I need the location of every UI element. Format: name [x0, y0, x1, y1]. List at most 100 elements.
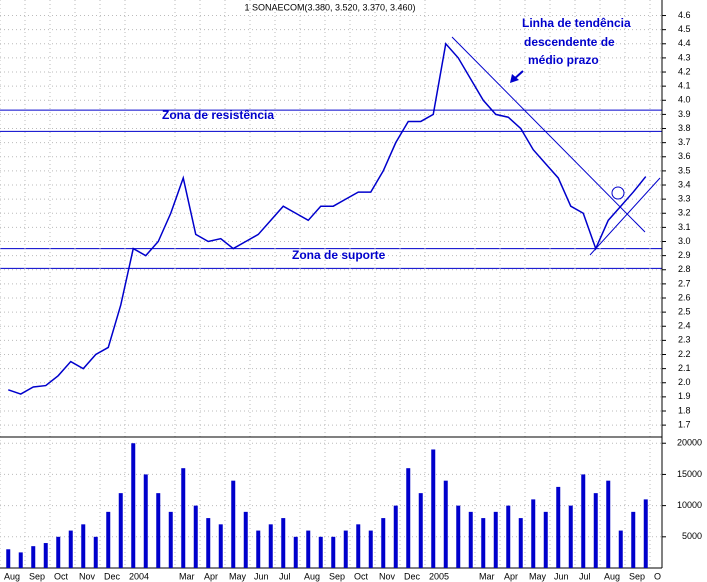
annotation: Linha de tendência — [522, 16, 631, 30]
x-tick-label: Sep — [29, 571, 45, 581]
y-tick-label: 3.2 — [678, 208, 691, 218]
y-tick-label: 4.5 — [678, 24, 691, 34]
y-tick-label: 3.1 — [678, 222, 691, 232]
volume-bar — [581, 474, 586, 568]
x-tick-label: Aug — [304, 571, 320, 581]
y2-tick-label: 15000 — [677, 469, 702, 479]
y-tick-label: 3.0 — [678, 236, 691, 246]
volume-bar — [531, 499, 536, 568]
volume-bar — [568, 505, 573, 568]
x-tick-label: Apr — [204, 571, 218, 581]
volume-bar — [81, 524, 86, 568]
volume-bar — [518, 518, 523, 568]
volume-bar — [293, 536, 298, 568]
y2-tick-label: 10000 — [677, 500, 702, 510]
y-tick-label: 1.9 — [678, 391, 691, 401]
volume-bar — [343, 530, 348, 568]
y-tick-label: 4.4 — [678, 38, 691, 48]
y-tick-label: 2.8 — [678, 264, 691, 274]
arrow-head — [510, 74, 519, 83]
x-tick-label: Jun — [554, 571, 569, 581]
volume-bar — [543, 511, 548, 568]
volume-bar — [418, 493, 423, 568]
volume-bar — [618, 530, 623, 568]
annotation: descendente de — [524, 35, 615, 49]
volume-bar — [193, 505, 198, 568]
y-tick-label: 2.7 — [678, 278, 691, 288]
volume-bar — [31, 546, 36, 568]
annotation: Zona de resistência — [162, 108, 274, 122]
volume-bar — [556, 486, 561, 568]
volume-bar — [368, 530, 373, 568]
volume-bar — [93, 536, 98, 568]
volume-bar — [643, 499, 648, 568]
volume-bar — [131, 443, 136, 568]
volume-bar — [356, 524, 361, 568]
volume-bar — [218, 524, 223, 568]
y-tick-label: 2.4 — [678, 321, 691, 331]
volume-bar — [156, 493, 161, 568]
y-tick-label: 3.8 — [678, 123, 691, 133]
y-tick-label: 3.6 — [678, 151, 691, 161]
x-tick-label: Mar — [479, 571, 495, 581]
volume-bar — [68, 530, 73, 568]
chart-title: 1 SONAECOM(3.380, 3.520, 3.370, 3.460) — [244, 2, 415, 12]
trend-line — [589, 177, 661, 256]
y-tick-label: 3.3 — [678, 194, 691, 204]
volume-bar — [243, 511, 248, 568]
volume-bar — [468, 511, 473, 568]
smiley — [611, 186, 625, 200]
y-tick-label: 2.1 — [678, 363, 691, 373]
x-tick-label: 2004 — [129, 571, 149, 581]
x-tick-label: Sep — [329, 571, 345, 581]
annotation: Zona de suporte — [292, 248, 386, 262]
volume-bar — [268, 524, 273, 568]
x-tick-label: Apr — [504, 571, 518, 581]
x-tick-label: Nov — [79, 571, 96, 581]
volume-bar — [381, 518, 386, 568]
volume-bar — [168, 511, 173, 568]
y-tick-label: 3.7 — [678, 137, 691, 147]
y-tick-label: 2.2 — [678, 349, 691, 359]
y2-tick-label: 5000 — [682, 531, 702, 541]
volume-bar — [106, 511, 111, 568]
volume-bar — [481, 518, 486, 568]
x-tick-label: Jul — [579, 571, 591, 581]
y-tick-label: 4.3 — [678, 52, 691, 62]
volume-bar — [631, 511, 636, 568]
x-tick-label: Jun — [254, 571, 269, 581]
volume-bar — [281, 518, 286, 568]
volume-bar — [506, 505, 511, 568]
volume-bar — [493, 511, 498, 568]
y-tick-label: 2.9 — [678, 250, 691, 260]
volume-bar — [256, 530, 261, 568]
y-tick-label: 2.5 — [678, 307, 691, 317]
x-tick-label: Oct — [354, 571, 369, 581]
x-tick-label: Nov — [379, 571, 396, 581]
x-tick-label: Mar — [179, 571, 195, 581]
x-tick-label: 2005 — [429, 571, 449, 581]
volume-bar — [593, 493, 598, 568]
y-tick-label: 3.4 — [678, 179, 691, 189]
volume-bar — [318, 536, 323, 568]
volume-bar — [43, 543, 48, 568]
y-tick-label: 4.2 — [678, 66, 691, 76]
x-tick-label: Sep — [629, 571, 645, 581]
x-tick-label: Dec — [404, 571, 421, 581]
y-tick-label: 2.6 — [678, 292, 691, 302]
volume-bar — [56, 536, 61, 568]
volume-bar — [393, 505, 398, 568]
volume-bar — [6, 549, 11, 568]
volume-bar — [206, 518, 211, 568]
volume-bar — [443, 480, 448, 568]
volume-bar — [331, 536, 336, 568]
x-tick-label: Aug — [604, 571, 620, 581]
y-tick-label: 4.1 — [678, 81, 691, 91]
y-tick-label: 3.9 — [678, 109, 691, 119]
volume-bar — [18, 552, 23, 568]
y-tick-label: 4.6 — [678, 10, 691, 20]
annotation: médio prazo — [528, 53, 599, 67]
y-tick-label: 2.3 — [678, 335, 691, 345]
